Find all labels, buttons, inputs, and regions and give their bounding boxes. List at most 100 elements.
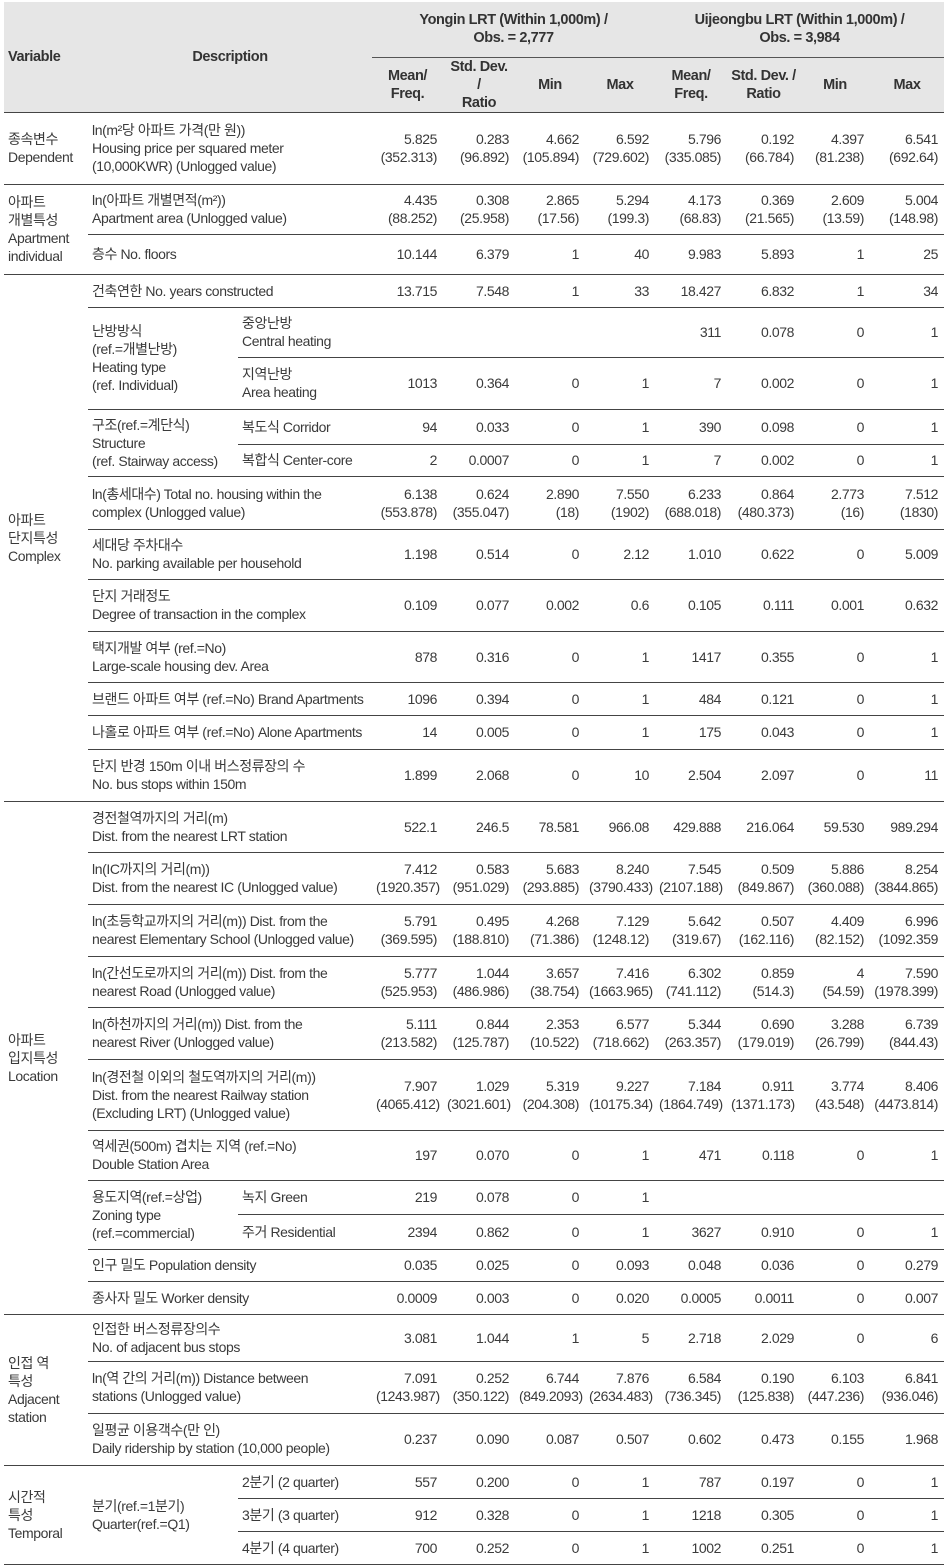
uijeongbu-mean-cell: 390 bbox=[655, 408, 727, 444]
table-row: 단지 거래정도 Degree of transaction in the com… bbox=[4, 578, 944, 631]
uijeongbu-min-cell: 0 bbox=[800, 1497, 870, 1531]
uijeongbu-min-cell: 4.409 (82.152) bbox=[800, 903, 870, 956]
uijeongbu-max-cell: 5.009 bbox=[870, 528, 944, 579]
yongin-max-cell: 0.093 bbox=[585, 1248, 655, 1281]
uijeongbu-min-cell: 0 bbox=[800, 630, 870, 682]
yongin-min-cell: 6.744 (849.2093) bbox=[515, 1360, 585, 1413]
header-max: Max bbox=[870, 57, 944, 112]
uijeongbu-std-dev-cell: 0.859 (514.3) bbox=[727, 955, 800, 1007]
yongin-max-cell: 6.577 (718.662) bbox=[585, 1006, 655, 1059]
uijeongbu-mean-cell: 7.184 (1864.749) bbox=[655, 1058, 727, 1130]
table-row: 나홀로 아파트 여부 (ref.=No) Alone Apartments 14 0… bbox=[4, 714, 944, 749]
uijeongbu-max-cell: 8.406 (4473.814) bbox=[870, 1058, 944, 1130]
table-row: 층수 No. floors 10.144 6.379 1 40 9.983 5.893 1 25 bbox=[4, 233, 944, 274]
yongin-mean-cell: 0.035 bbox=[372, 1248, 443, 1281]
uijeongbu-mean-cell: 7.545 (2107.188) bbox=[655, 851, 727, 904]
header-yongin: Yongin LRT (Within 1,000m) / Obs. = 2,77… bbox=[372, 2, 655, 58]
yongin-max-cell: 0.020 bbox=[585, 1280, 655, 1314]
uijeongbu-std-dev-cell: 0.507 (162.116) bbox=[727, 903, 800, 956]
uijeongbu-max-cell: 0.279 bbox=[870, 1248, 944, 1281]
uijeongbu-std-dev-cell: 0.036 bbox=[727, 1248, 800, 1281]
uijeongbu-max-cell: 6.841 (936.046) bbox=[870, 1360, 944, 1413]
uijeongbu-min-cell: 0 bbox=[800, 1464, 870, 1498]
description-cell: ln(하천까지의 거리(m)) Dist. from the nearest R… bbox=[88, 1006, 372, 1059]
table-row: 난방방식 (ref.=개별난방) Heating type (ref. Indi… bbox=[4, 306, 944, 409]
uijeongbu-std-dev-cell: 0.690 (179.019) bbox=[727, 1006, 800, 1059]
yongin-min-cell: 0 bbox=[515, 443, 585, 476]
yongin-std-dev-cell bbox=[443, 306, 515, 357]
yongin-mean-cell: 1.899 bbox=[372, 748, 443, 801]
table-row: ln(경전철 이외의 철도역까지의 거리(m)) Dist. from the … bbox=[4, 1058, 944, 1130]
header-std: Std. Dev. / Ratio bbox=[727, 57, 800, 112]
uijeongbu-mean-cell: 0.0005 bbox=[655, 1280, 727, 1314]
uijeongbu-max-cell: 1.968 bbox=[870, 1412, 944, 1465]
uijeongbu-min-cell: 3.774 (43.548) bbox=[800, 1058, 870, 1130]
uijeongbu-mean-cell: 1218 bbox=[655, 1497, 727, 1531]
description-cell: ln(IC까지의 거리(m)) Dist. from the nearest I… bbox=[88, 851, 372, 904]
uijeongbu-mean-cell: 4.173 (68.83) bbox=[655, 183, 727, 234]
yongin-mean-cell: 5.825 (352.313) bbox=[372, 111, 443, 184]
uijeongbu-min-cell: 4.397 (81.238) bbox=[800, 111, 870, 184]
variable-group-label: 시간적 특성 Temporal bbox=[4, 1464, 88, 1564]
yongin-min-cell: 0 bbox=[515, 1464, 585, 1498]
yongin-mean-cell: 1096 bbox=[372, 681, 443, 715]
yongin-min-cell: 1 bbox=[515, 273, 585, 307]
table-row: 세대당 주차대수 No. parking available per house… bbox=[4, 528, 944, 579]
table-row: 복합식 Center-core 2 0.0007 0 1 7 0.002 0 1 bbox=[4, 443, 944, 476]
yongin-mean-cell: 6.138 (553.878) bbox=[372, 475, 443, 529]
yongin-std-dev-cell: 1.044 (486.986) bbox=[443, 955, 515, 1007]
yongin-std-dev-cell: 1.029 (3021.601) bbox=[443, 1058, 515, 1130]
yongin-std-dev-cell: 0.283 (96.892) bbox=[443, 111, 515, 184]
description-cell: 세대당 주차대수 No. parking available per house… bbox=[88, 528, 372, 579]
yongin-min-cell: 2.865 (17.56) bbox=[515, 183, 585, 234]
yongin-min-cell: 1 bbox=[515, 1313, 585, 1361]
description-cell: ln(총세대수) Total no. housing within the co… bbox=[88, 475, 372, 529]
uijeongbu-min-cell: 0 bbox=[800, 443, 870, 476]
table-row: 아파트 개별특성 Apartment individual ln(아파트 개별면적… bbox=[4, 183, 944, 274]
yongin-mean-cell: 4.435 (88.252) bbox=[372, 183, 443, 234]
yongin-std-dev-cell: 0.844 (125.787) bbox=[443, 1006, 515, 1059]
uijeongbu-max-cell: 8.254 (3844.865) bbox=[870, 851, 944, 904]
uijeongbu-std-dev-cell: 0.078 bbox=[727, 306, 800, 357]
yongin-max-cell: 1 bbox=[585, 1179, 655, 1214]
yongin-mean-cell: 5.791 (369.595) bbox=[372, 903, 443, 956]
uijeongbu-mean-cell: 5.344 (263.357) bbox=[655, 1006, 727, 1059]
uijeongbu-mean-cell: 3627 bbox=[655, 1213, 727, 1249]
sub-description-cell: 3분기 (3 quarter) bbox=[238, 1497, 372, 1531]
description-cell: 용도지역(ref.=상업) Zoning type (ref.=commerci… bbox=[88, 1179, 238, 1249]
yongin-mean-cell: 2 bbox=[372, 443, 443, 476]
yongin-mean-cell: 0.237 bbox=[372, 1412, 443, 1465]
header-std: Std. Dev. / Ratio bbox=[443, 57, 515, 112]
uijeongbu-max-cell: 1 bbox=[870, 1497, 944, 1531]
uijeongbu-std-dev-cell: 0.509 (849.867) bbox=[727, 851, 800, 904]
uijeongbu-min-cell: 0 bbox=[800, 748, 870, 801]
uijeongbu-max-cell: 34 bbox=[870, 273, 944, 307]
description-cell: 브랜드 아파트 여부 (ref.=No) Brand Apartments bbox=[88, 681, 372, 715]
yongin-max-cell: 5 bbox=[585, 1313, 655, 1361]
yongin-std-dev-cell: 0.308 (25.958) bbox=[443, 183, 515, 234]
yongin-mean-cell: 10.144 bbox=[372, 233, 443, 274]
yongin-min-cell: 0 bbox=[515, 1213, 585, 1249]
table-body: 종속변수 Dependent ln(m²당 아파트 가격(만 원)) Housin… bbox=[4, 111, 944, 1564]
table-row: 인구 밀도 Population density 0.035 0.025 0 0.093… bbox=[4, 1248, 944, 1281]
uijeongbu-mean-cell: 6.302 (741.112) bbox=[655, 955, 727, 1007]
descriptive-statistics-table: Variable Description Yongin LRT (Within … bbox=[4, 2, 944, 1565]
header-min: Min bbox=[515, 57, 585, 112]
yongin-mean-cell: 7.412 (1920.357) bbox=[372, 851, 443, 904]
table-row: 용도지역(ref.=상업) Zoning type (ref.=commerci… bbox=[4, 1179, 944, 1249]
yongin-max-cell: 1 bbox=[585, 630, 655, 682]
yongin-max-cell: 7.129 (1248.12) bbox=[585, 903, 655, 956]
uijeongbu-min-cell: 0 bbox=[800, 1313, 870, 1361]
uijeongbu-min-cell: 4 (54.59) bbox=[800, 955, 870, 1007]
uijeongbu-mean-cell: 6.584 (736.345) bbox=[655, 1360, 727, 1413]
yongin-min-cell: 0 bbox=[515, 681, 585, 715]
uijeongbu-std-dev-cell: 0.251 bbox=[727, 1530, 800, 1564]
uijeongbu-min-cell: 0 bbox=[800, 1530, 870, 1564]
yongin-std-dev-cell: 0.0007 bbox=[443, 443, 515, 476]
table-row: ln(역 간의 거리(m)) Distance between stations… bbox=[4, 1360, 944, 1413]
uijeongbu-std-dev-cell: 0.622 bbox=[727, 528, 800, 579]
yongin-max-cell: 40 bbox=[585, 233, 655, 274]
uijeongbu-min-cell: 0.001 bbox=[800, 578, 870, 631]
description-cell: 일평균 이용객수(만 인) Daily ridership by station… bbox=[88, 1412, 372, 1465]
uijeongbu-max-cell: 25 bbox=[870, 233, 944, 274]
